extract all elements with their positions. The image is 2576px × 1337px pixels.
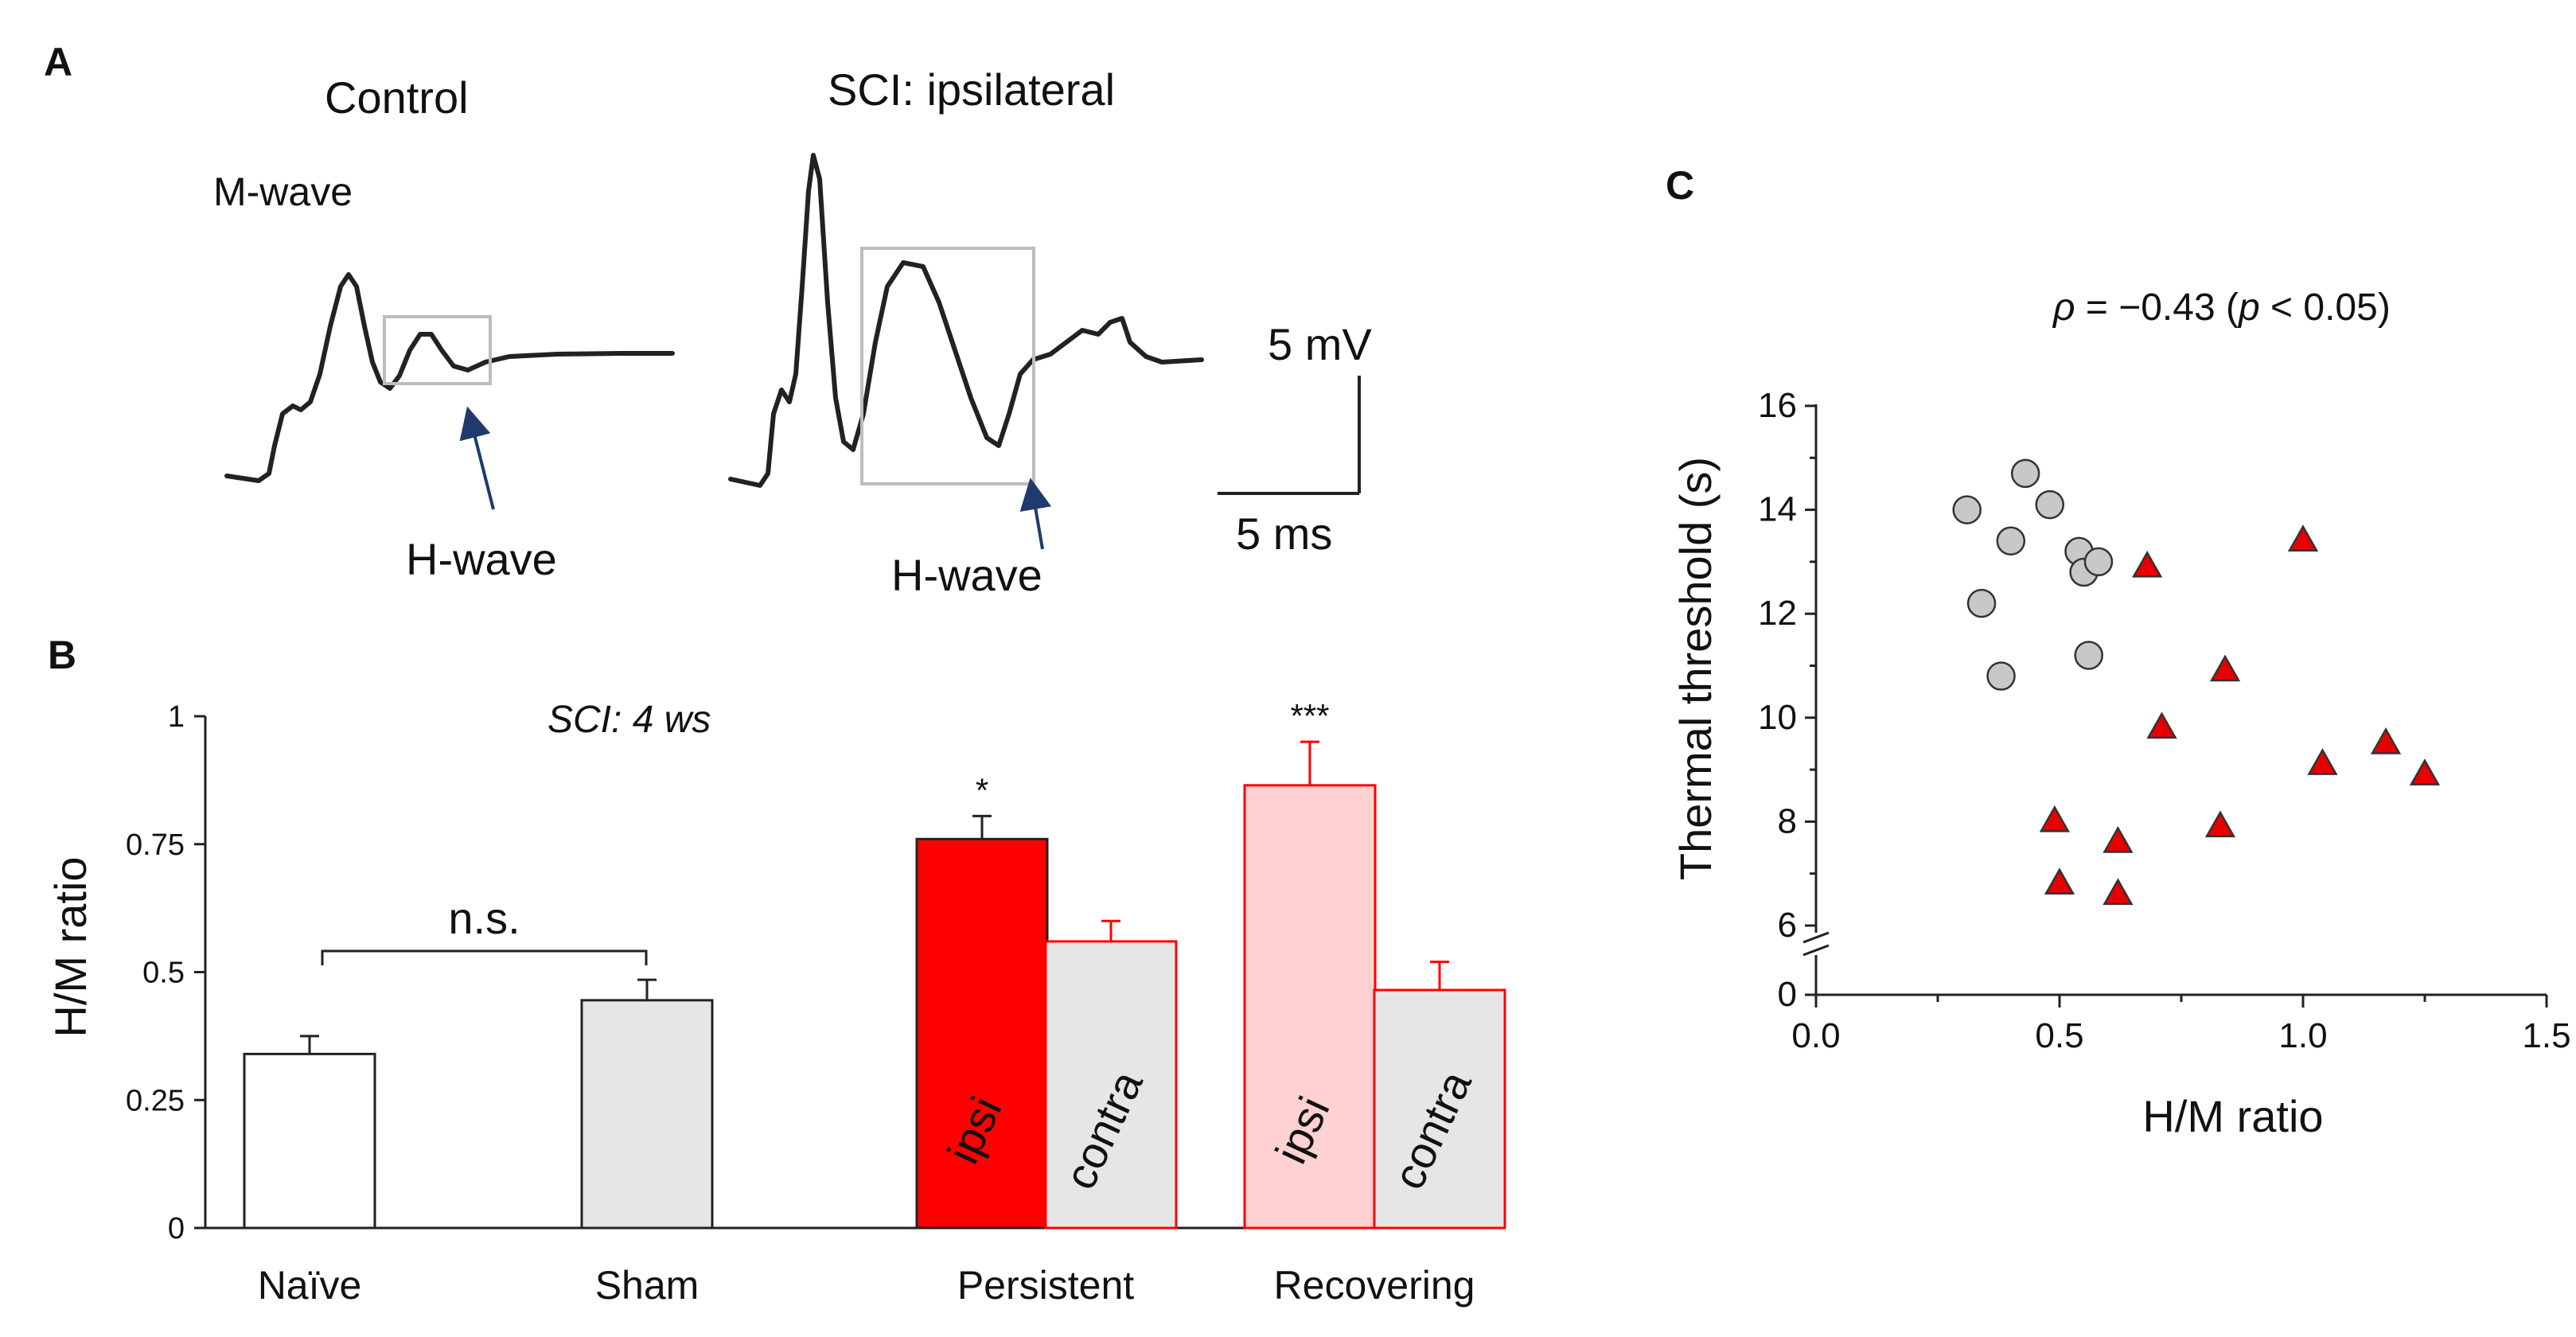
scatter-point-sci — [2044, 867, 2075, 895]
panel-a: A Control SCI: ipsilateral M-wave H-wave… — [44, 40, 1372, 600]
scatter-x-tick-label: 1.0 — [2278, 1016, 2327, 1055]
scatter-y-tick-label: 0 — [1778, 975, 1797, 1014]
sci-hwave-arrow — [1019, 477, 1052, 550]
panel-b-label: B — [48, 633, 76, 677]
sci-title: SCI: ipsilateral — [828, 64, 1115, 115]
bar-group-label: Naïve — [258, 1263, 362, 1308]
panel-a-label: A — [44, 40, 72, 84]
control-hwave-arrow — [459, 406, 495, 510]
sci-hwave-box — [860, 247, 1035, 485]
scatter-point-sci — [2307, 748, 2338, 775]
significance-marker: *** — [1290, 697, 1329, 735]
scatter-y-tick-label: 14 — [1758, 490, 1797, 529]
scatter-y-tick-label: 16 — [1758, 386, 1797, 425]
stat-p: p — [2237, 286, 2260, 329]
axis-break-mark — [1802, 944, 1830, 957]
scale-voltage-label: 5 mV — [1268, 319, 1372, 369]
scatter-x-tick-label: 0.5 — [2035, 1016, 2083, 1055]
bar-naive — [243, 1052, 376, 1230]
bar-ylabel: H/M ratio — [45, 856, 95, 1037]
mwave-label: M-wave — [213, 170, 353, 214]
scatter-x-tick-label: 1.5 — [2522, 1016, 2570, 1055]
scatter-point-sci — [2209, 654, 2241, 682]
scatter-point-sci — [2370, 727, 2402, 754]
control-hwave-box — [383, 315, 492, 385]
scatter-point-control — [1996, 526, 2026, 556]
scatter-point-control — [2074, 641, 2103, 670]
scatter-y-tick-label: 12 — [1758, 594, 1797, 633]
scatter-point-control — [2035, 489, 2065, 520]
scatter-point-control — [1952, 495, 1982, 524]
hwave-label-sci: H-wave — [891, 550, 1042, 600]
bar-recovering-ipsi — [1243, 784, 1377, 1230]
bar-group-label: Sham — [595, 1263, 700, 1308]
scatter-marks — [1952, 458, 2441, 906]
scatter-point-sci — [2409, 758, 2441, 785]
scatter-y-tick-label: 10 — [1758, 698, 1797, 737]
ns-bracket — [321, 949, 648, 965]
sci-annotation: SCI: 4 ws — [548, 699, 711, 741]
bar-persistent-contra — [1044, 940, 1178, 1230]
scatter-point-sci — [2204, 810, 2236, 838]
ns-label: n.s. — [448, 893, 520, 943]
significance-marker: * — [976, 771, 988, 809]
scatter-point-sci — [2132, 550, 2163, 578]
stat-rho: ρ — [2052, 286, 2075, 329]
scatter-x-tick-label: 0.0 — [1791, 1016, 1840, 1055]
scatter-point-sci — [2287, 524, 2319, 552]
bar-sham — [580, 999, 714, 1230]
scatter-y-tick-label: 6 — [1778, 906, 1797, 945]
panel-b: B SCI: 4 ws H/M ratio 00.250.50.751 ipsi… — [45, 633, 1506, 1308]
hwave-label-control: H-wave — [406, 534, 557, 584]
correlation-stat: ρ = −0.43 (p < 0.05) — [2052, 286, 2391, 329]
bar-group-label: Recovering — [1274, 1263, 1475, 1308]
bar-y-tick-label: 1 — [168, 700, 185, 734]
panel-c: C ρ = −0.43 (p < 0.05) Thermal threshold… — [1666, 163, 2571, 1141]
scatter-xlabel: H/M ratio — [2142, 1091, 2323, 1141]
sci-trace — [728, 153, 1204, 488]
bar-y-tick-label: 0.25 — [126, 1084, 185, 1117]
scatter-point-sci — [2102, 878, 2134, 906]
scatter-point-sci — [2102, 825, 2134, 853]
axis-break-mark — [1802, 931, 1830, 944]
scatter-ylabel: Thermal threshold (s) — [1670, 457, 1721, 880]
scatter-point-sci — [2146, 711, 2177, 739]
control-trace — [224, 272, 675, 483]
scatter-axes: 0 6 8 10 12 14 16 0.0 0.5 1.0 1.5 — [1758, 386, 2571, 1055]
bar-y-tick-label: 0.75 — [126, 828, 185, 862]
bar-y-tick-label: 0 — [168, 1212, 185, 1245]
bar-recovering-contra — [1373, 988, 1506, 1230]
panel-c-label: C — [1666, 163, 1694, 208]
stat-value: = −0.43 ( — [2075, 286, 2239, 329]
scatter-point-control — [1986, 661, 2016, 691]
bar-group-label: Persistent — [957, 1263, 1134, 1308]
scatter-point-sci — [2039, 805, 2071, 832]
scale-time-label: 5 ms — [1236, 509, 1332, 559]
scatter-point-control — [1966, 588, 1997, 618]
scatter-point-control — [2010, 458, 2040, 489]
stat-tail: < 0.05) — [2260, 286, 2391, 329]
control-title: Control — [325, 72, 469, 123]
scatter-point-control — [2083, 547, 2114, 577]
scatter-y-tick-label: 8 — [1778, 801, 1797, 840]
bar-y-tick-label: 0.5 — [142, 957, 185, 990]
